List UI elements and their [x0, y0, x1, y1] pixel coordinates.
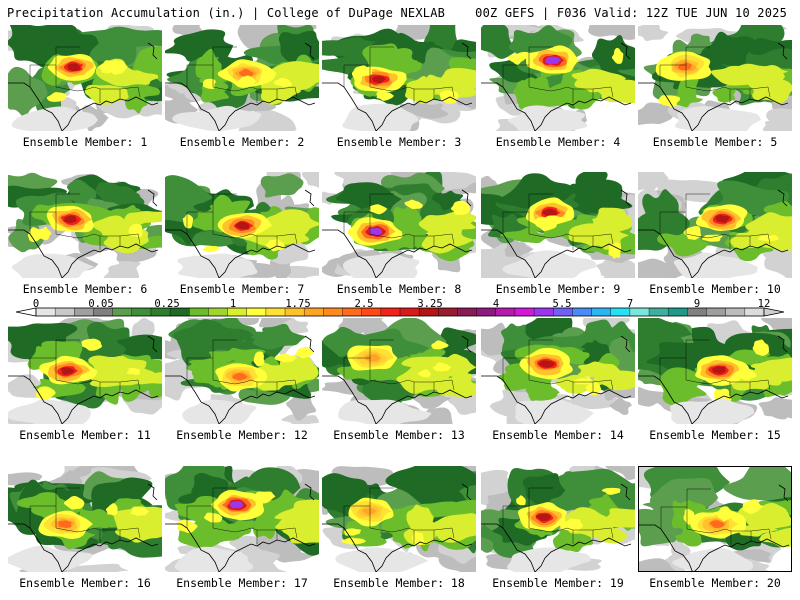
ensemble-member-label: Ensemble Member: 1 [22, 135, 148, 149]
ensemble-member-label: Ensemble Member: 7 [179, 282, 305, 296]
colorbar-swatch [323, 308, 343, 316]
colorbar-swatch [208, 308, 228, 316]
colorbar-swatch [495, 308, 516, 316]
colorbar-swatch [457, 308, 477, 316]
ensemble-member-map [481, 25, 635, 131]
colorbar-tick-label: 0 [32, 298, 40, 310]
colorbar-swatch [629, 308, 650, 316]
colorbar-swatch [131, 308, 152, 316]
ensemble-member-map [165, 25, 319, 131]
colorbar-swatch [361, 308, 382, 316]
ensemble-member-map [481, 172, 635, 278]
colorbar-swatch [36, 308, 56, 316]
colorbar-swatch [610, 308, 631, 316]
colorbar-swatch [285, 308, 305, 316]
colorbar-swatch [419, 308, 439, 316]
ensemble-member-map [481, 318, 635, 424]
ensemble-member-map [481, 466, 635, 572]
map-title: Precipitation Accumulation (in.) | Colle… [7, 6, 446, 20]
colorbar-swatch [553, 308, 573, 316]
ensemble-member-map [8, 466, 162, 572]
colorbar-swatch [227, 308, 248, 316]
ensemble-member-map [638, 318, 792, 424]
colorbar-tick-label: 1.75 [285, 298, 311, 310]
colorbar-swatch [400, 308, 420, 316]
ensemble-member-label: Ensemble Member: 18 [333, 576, 465, 590]
ensemble-member-label: Ensemble Member: 17 [176, 576, 308, 590]
colorbar-swatch [246, 308, 267, 316]
colorbar-swatch [476, 308, 497, 316]
colorbar-tick-label: 2.5 [354, 298, 374, 310]
colorbar-swatch [744, 308, 765, 316]
colorbar-swatch [649, 308, 669, 316]
ensemble-member-map [322, 172, 476, 278]
colorbar-swatch [342, 308, 362, 316]
ensemble-member-label: Ensemble Member: 14 [492, 428, 624, 442]
ensemble-member-map [638, 172, 792, 278]
ensemble-member-label: Ensemble Member: 4 [495, 135, 621, 149]
ensemble-member-label: Ensemble Member: 10 [649, 282, 781, 296]
ensemble-member-map [322, 25, 476, 131]
ensemble-member-label: Ensemble Member: 8 [336, 282, 462, 296]
colorbar-tick-label: 0.05 [88, 298, 114, 310]
ensemble-member-map [322, 318, 476, 424]
ensemble-member-label: Ensemble Member: 9 [495, 282, 621, 296]
colorbar-max-arrow [763, 307, 785, 317]
ensemble-member-label: Ensemble Member: 19 [492, 576, 624, 590]
colorbar-swatch [112, 308, 133, 316]
colorbar-tick-label: 4 [492, 298, 500, 310]
colorbar-tick-label: 5.5 [552, 298, 572, 310]
colorbar-swatch [304, 308, 324, 316]
colorbar-swatch [572, 308, 592, 316]
ensemble-member-label: Ensemble Member: 15 [649, 428, 781, 442]
ensemble-member-map [638, 466, 792, 572]
colorbar-swatch [534, 308, 554, 316]
colorbar-swatch [687, 308, 707, 316]
ensemble-member-map [8, 25, 162, 131]
ensemble-member-map [165, 318, 319, 424]
ensemble-member-label: Ensemble Member: 11 [19, 428, 151, 442]
colorbar-tick-label: 3.25 [417, 298, 443, 310]
ensemble-member-map [165, 466, 319, 572]
ensemble-member-map [638, 25, 792, 131]
ensemble-member-label: Ensemble Member: 2 [179, 135, 305, 149]
ensemble-member-map [322, 466, 476, 572]
colorbar-swatch [514, 308, 535, 316]
colorbar-swatch [668, 308, 688, 316]
ensemble-member-label: Ensemble Member: 6 [22, 282, 148, 296]
ensemble-member-label: Ensemble Member: 12 [176, 428, 308, 442]
colorbar-tick-label: 12 [757, 298, 771, 310]
colorbar-swatch [74, 308, 94, 316]
ensemble-member-label: Ensemble Member: 20 [649, 576, 781, 590]
colorbar-tick-label: 7 [626, 298, 634, 310]
ensemble-member-label: Ensemble Member: 16 [19, 576, 151, 590]
colorbar-swatch [189, 308, 209, 316]
ensemble-member-label: Ensemble Member: 5 [652, 135, 778, 149]
colorbar-swatch [725, 308, 746, 316]
colorbar-swatch [438, 308, 458, 316]
colorbar-swatch [170, 308, 190, 316]
valid-time-label: 00Z GEFS | F036 Valid: 12Z TUE JUN 10 20… [475, 6, 787, 20]
colorbar-tick-label: 0.25 [154, 298, 180, 310]
colorbar-swatch [55, 308, 75, 316]
ensemble-member-label: Ensemble Member: 3 [336, 135, 462, 149]
colorbar-tick-label: 9 [693, 298, 701, 310]
colorbar-swatch [150, 308, 171, 316]
colorbar-tick-label: 1 [229, 298, 237, 310]
precipitation-colorbar [15, 307, 785, 317]
ensemble-member-label: Ensemble Member: 13 [333, 428, 465, 442]
colorbar-swatch [93, 308, 113, 316]
ensemble-member-map [165, 172, 319, 278]
colorbar-swatch [591, 308, 612, 316]
colorbar-swatch [706, 308, 726, 316]
ensemble-member-map [8, 318, 162, 424]
ensemble-member-map [8, 172, 162, 278]
colorbar-swatch [380, 308, 401, 316]
colorbar-swatch [265, 308, 286, 316]
